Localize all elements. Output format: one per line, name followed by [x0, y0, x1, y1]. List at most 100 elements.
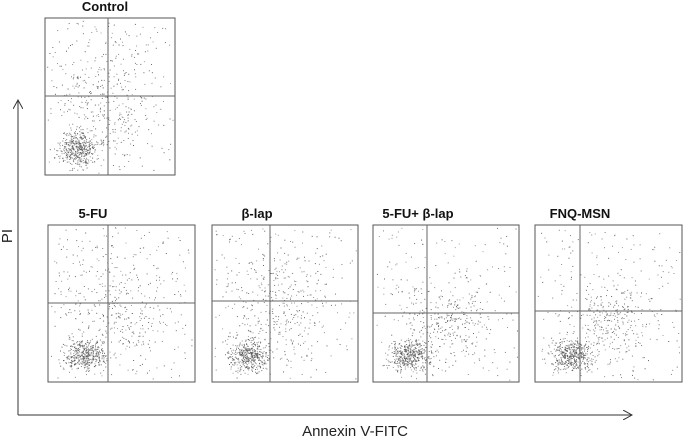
dot: [561, 293, 563, 295]
dot: [592, 364, 593, 366]
dot: [88, 344, 89, 346]
dot: [279, 331, 281, 333]
dot: [292, 340, 294, 342]
dot: [278, 305, 280, 307]
dot: [616, 348, 618, 350]
dot: [458, 317, 460, 319]
dot: [60, 65, 62, 67]
dot: [69, 287, 71, 289]
dot: [115, 286, 117, 288]
dot: [81, 358, 83, 360]
dot: [122, 343, 123, 345]
dot: [588, 309, 590, 311]
dot: [137, 53, 139, 55]
dot: [85, 271, 87, 273]
dot: [507, 327, 508, 328]
dot: [633, 366, 635, 368]
dot: [378, 236, 380, 237]
dot: [572, 333, 574, 334]
dot: [70, 156, 72, 158]
dot: [275, 297, 277, 299]
dot: [67, 271, 69, 273]
dot: [247, 359, 249, 361]
dot: [82, 145, 84, 147]
dot: [336, 338, 338, 340]
dot: [76, 163, 78, 165]
dot: [105, 330, 107, 332]
dot: [117, 312, 119, 314]
dot: [223, 257, 225, 259]
dot: [229, 336, 231, 338]
dot: [172, 271, 174, 273]
dot: [103, 93, 105, 95]
dot: [428, 357, 430, 359]
dot: [575, 355, 577, 357]
dot: [340, 328, 342, 330]
dot: [566, 355, 568, 357]
dot: [290, 299, 291, 300]
dot: [631, 277, 633, 279]
dot: [101, 355, 103, 357]
dot: [416, 351, 418, 353]
dot: [563, 341, 565, 343]
dot: [95, 342, 97, 344]
dot: [56, 150, 58, 152]
dot: [98, 356, 100, 358]
dot: [240, 373, 242, 375]
dot: [572, 366, 574, 368]
dot: [284, 351, 286, 353]
dot: [577, 341, 579, 343]
dot: [145, 98, 147, 100]
dot: [303, 295, 304, 297]
dot: [88, 151, 90, 153]
dot: [71, 360, 73, 362]
dot: [413, 317, 414, 319]
dot: [564, 357, 566, 359]
dot: [295, 314, 297, 316]
dot: [139, 335, 141, 337]
dot: [350, 229, 352, 231]
dot: [135, 50, 136, 51]
dot: [78, 154, 80, 156]
dot: [79, 305, 81, 307]
dot: [238, 262, 240, 264]
dot: [401, 357, 403, 359]
dot: [121, 116, 123, 118]
dot: [140, 318, 142, 320]
dot: [611, 332, 613, 333]
dot: [284, 239, 286, 241]
dot: [438, 296, 440, 298]
dot: [266, 304, 268, 306]
dot: [413, 355, 415, 357]
dot: [248, 359, 250, 361]
dot: [248, 348, 250, 350]
dot: [236, 364, 238, 366]
dot: [77, 354, 79, 356]
dot: [103, 356, 105, 358]
dot: [468, 293, 470, 295]
dot: [101, 298, 103, 300]
dot: [85, 82, 87, 84]
dot: [421, 293, 423, 294]
dot: [572, 348, 574, 350]
dot: [99, 318, 101, 319]
dot: [85, 160, 87, 162]
dot: [178, 237, 180, 239]
dot: [597, 296, 598, 298]
dot: [431, 341, 433, 343]
dot: [141, 165, 143, 167]
dot: [314, 325, 316, 326]
dot: [89, 341, 91, 343]
dot: [99, 283, 101, 285]
dot: [59, 155, 61, 157]
dot: [564, 230, 566, 232]
dot: [591, 360, 593, 362]
dot: [572, 346, 574, 348]
dot: [79, 347, 81, 348]
dot: [94, 363, 96, 365]
dot: [126, 94, 128, 96]
dot: [394, 342, 396, 344]
dot: [70, 348, 72, 350]
dot: [420, 329, 422, 331]
dot: [233, 362, 235, 364]
